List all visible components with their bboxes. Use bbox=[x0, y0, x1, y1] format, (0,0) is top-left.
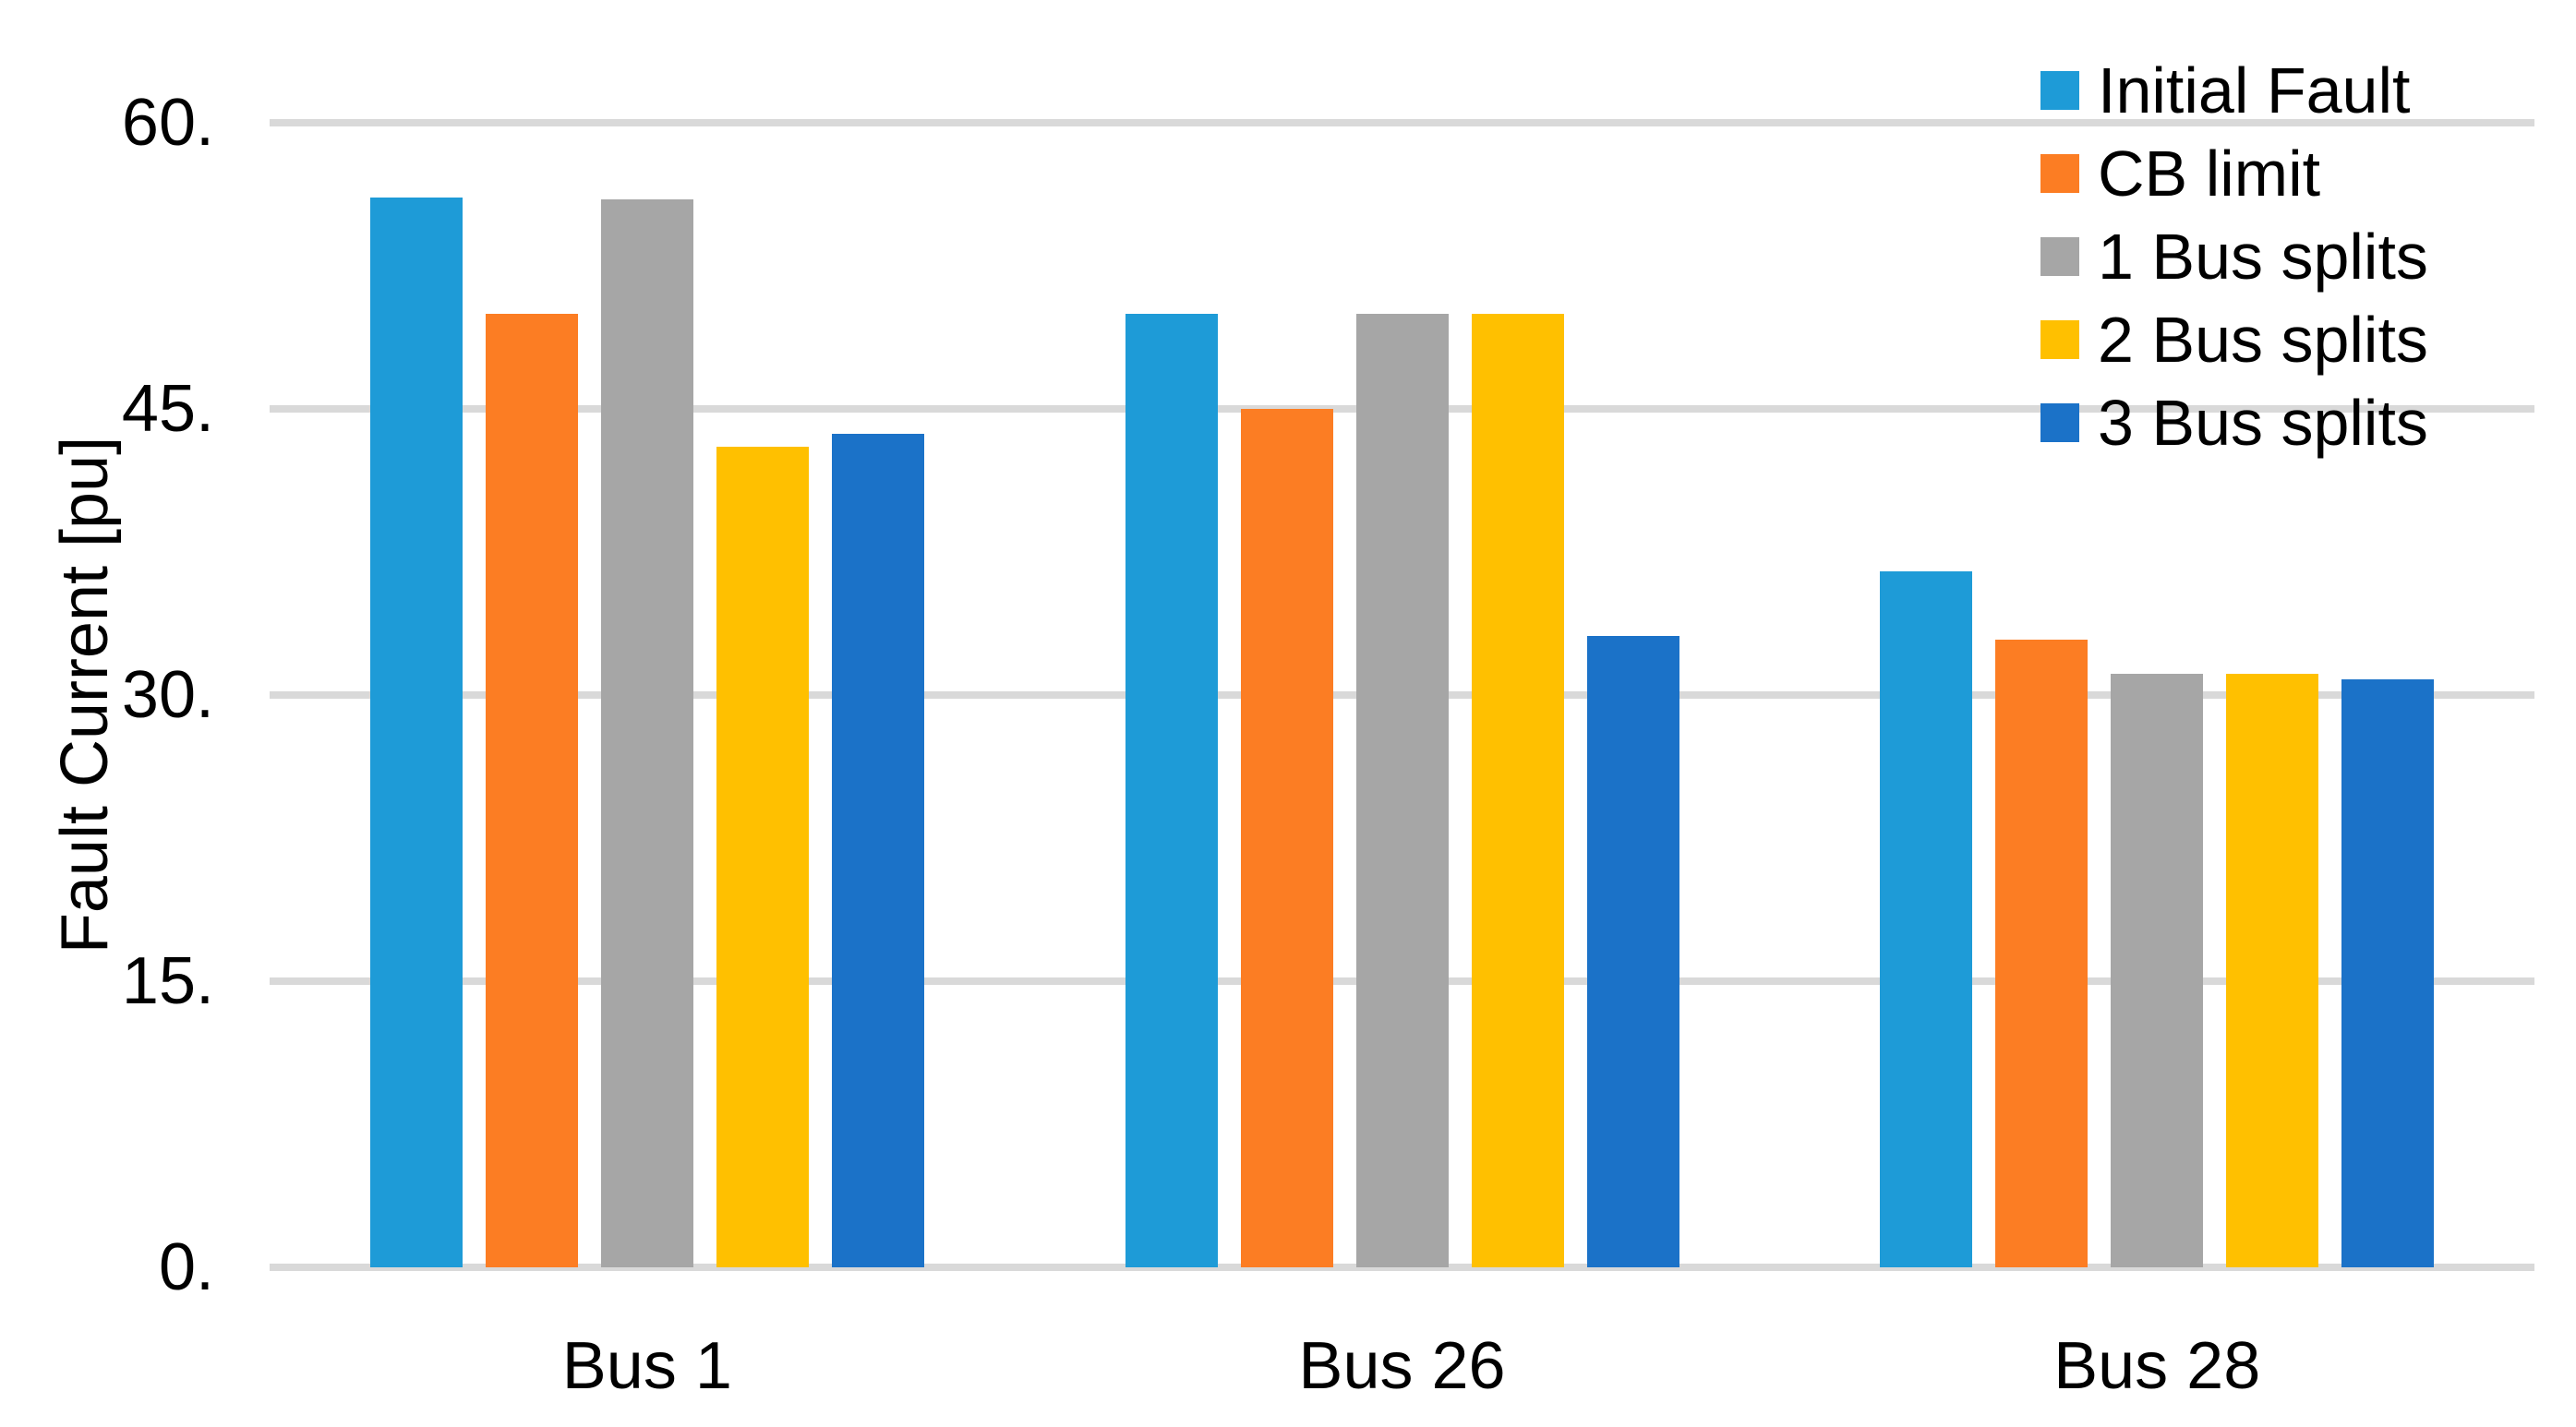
legend-label: CB limit bbox=[2098, 138, 2321, 210]
bar-cb-limit-bus-28 bbox=[1995, 640, 2088, 1267]
y-tick-label-0: 0. bbox=[158, 1230, 214, 1304]
y-tick-label-15: 15. bbox=[121, 944, 214, 1018]
legend-item-cb-limit: CB limit bbox=[2040, 140, 2320, 207]
y-tick-label-30: 30. bbox=[121, 658, 214, 732]
legend-swatch-icon bbox=[2040, 154, 2079, 193]
legend-item-3-bus-splits: 3 Bus splits bbox=[2040, 390, 2428, 456]
bar-3-bus-splits-bus-1 bbox=[831, 433, 924, 1267]
legend-label: 1 Bus splits bbox=[2098, 221, 2428, 293]
x-label-bus-26: Bus 26 bbox=[1298, 1329, 1506, 1403]
legend-swatch-icon bbox=[2040, 237, 2079, 276]
bar-initial-fault-bus-26 bbox=[1125, 313, 1218, 1267]
bar-2-bus-splits-bus-26 bbox=[1471, 313, 1564, 1267]
legend-swatch-icon bbox=[2040, 320, 2079, 359]
legend-item-2-bus-splits: 2 Bus splits bbox=[2040, 306, 2428, 373]
bar-1-bus-splits-bus-28 bbox=[2111, 674, 2204, 1267]
y-tick-label-60: 60. bbox=[121, 86, 214, 160]
bar-1-bus-splits-bus-1 bbox=[600, 198, 693, 1267]
legend-label: 3 Bus splits bbox=[2098, 387, 2428, 459]
bar-cb-limit-bus-1 bbox=[485, 313, 578, 1267]
bar-3-bus-splits-bus-28 bbox=[2341, 679, 2435, 1267]
y-axis-title: Fault Current [pu] bbox=[48, 436, 122, 954]
bar-2-bus-splits-bus-28 bbox=[2226, 674, 2319, 1267]
bar-initial-fault-bus-1 bbox=[369, 197, 463, 1267]
legend-label: 2 Bus splits bbox=[2098, 304, 2428, 376]
x-label-bus-28: Bus 28 bbox=[2053, 1329, 2261, 1403]
bar-2-bus-splits-bus-1 bbox=[716, 447, 809, 1267]
legend-item-initial-fault: Initial Fault bbox=[2040, 57, 2410, 124]
bar-initial-fault-bus-28 bbox=[1880, 570, 1973, 1267]
gridline-y-60 bbox=[270, 119, 2534, 126]
legend-label: Initial Fault bbox=[2098, 54, 2411, 126]
gridline-y-0 bbox=[270, 1264, 2534, 1271]
bar-1-bus-splits-bus-26 bbox=[1355, 313, 1449, 1267]
legend-swatch-icon bbox=[2040, 71, 2079, 110]
legend-swatch-icon bbox=[2040, 403, 2079, 442]
bar-3-bus-splits-bus-26 bbox=[1586, 635, 1679, 1267]
bar-cb-limit-bus-26 bbox=[1240, 409, 1333, 1267]
legend-item-1-bus-splits: 1 Bus splits bbox=[2040, 223, 2428, 290]
y-tick-label-45: 45. bbox=[121, 372, 214, 446]
x-label-bus-1: Bus 1 bbox=[561, 1329, 732, 1403]
